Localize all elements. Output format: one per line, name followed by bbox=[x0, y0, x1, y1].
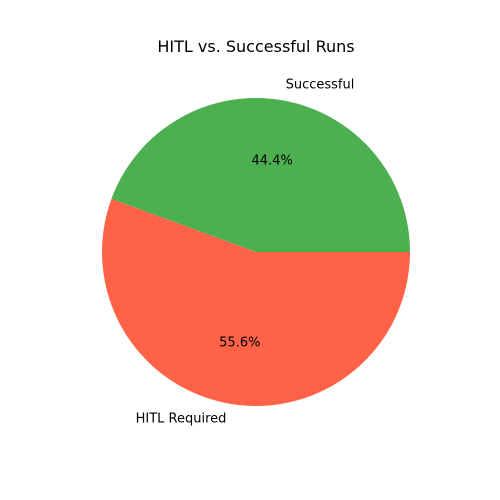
pie-slice-successful bbox=[111, 97, 411, 252]
slice-label: HITL Required bbox=[136, 411, 227, 426]
slice-percentage-label: 44.4% bbox=[252, 154, 293, 169]
slice-label: Successful bbox=[286, 78, 355, 93]
chart-title: HITL vs. Successful Runs bbox=[157, 37, 354, 56]
pie-slices bbox=[101, 97, 411, 406]
slice-percentage-label: 55.6% bbox=[219, 336, 260, 351]
pie-slice-hitl-required bbox=[101, 198, 410, 406]
pie-labels: Successful 44.4% HITL Required 55.6% bbox=[136, 78, 355, 427]
